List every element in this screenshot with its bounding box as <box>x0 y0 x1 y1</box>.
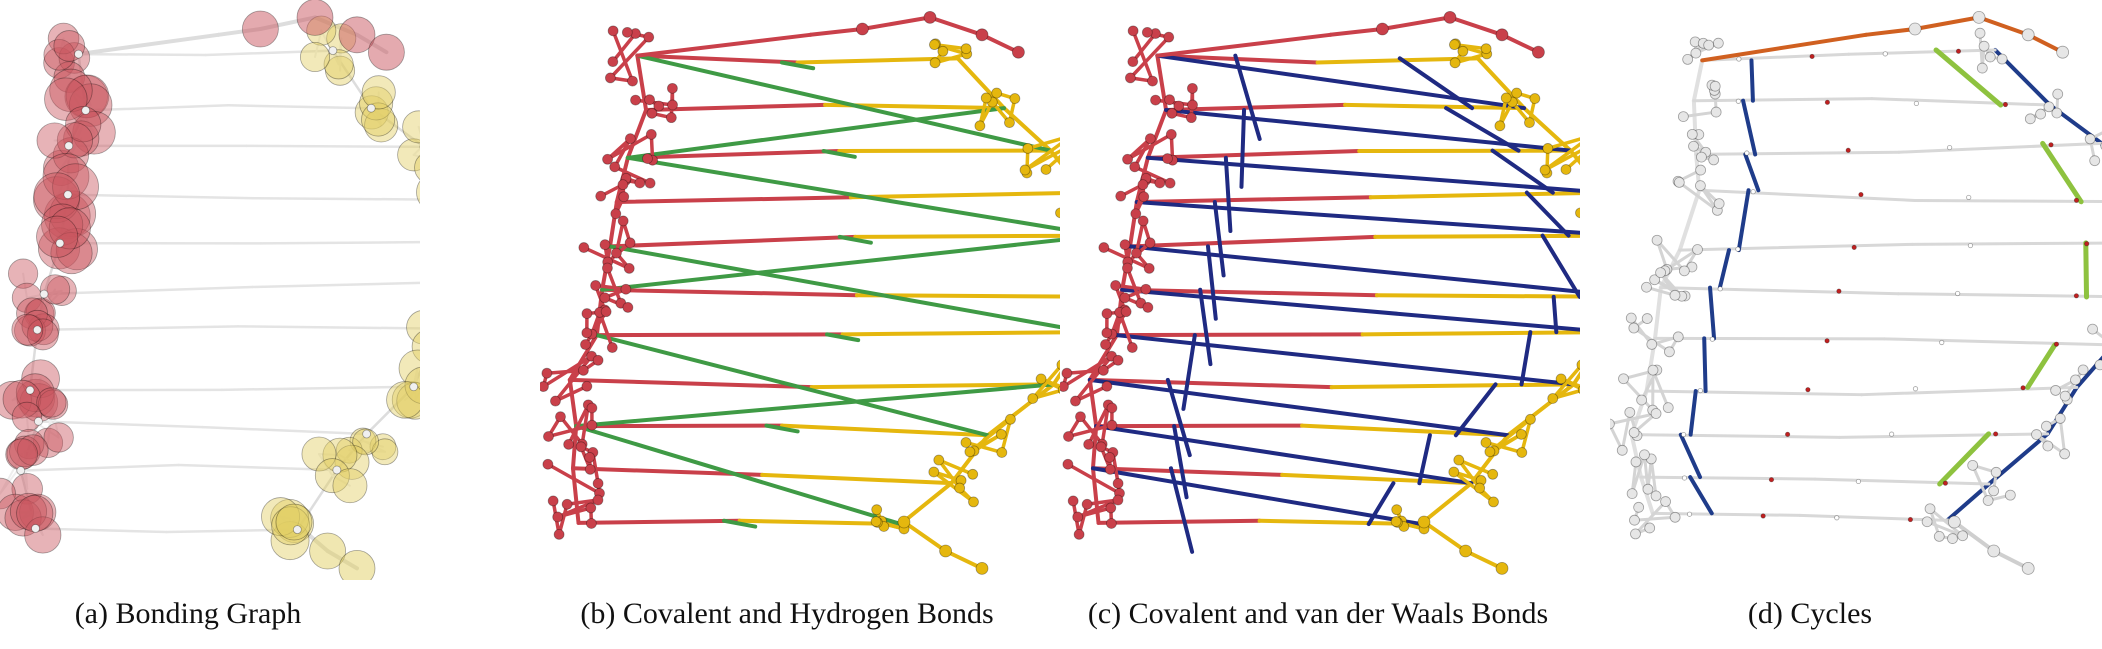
caption-c-label: (c) <box>1087 597 1122 630</box>
caption-d-title: Cycles <box>1790 597 1873 630</box>
caption-a-label: (a) <box>74 597 108 630</box>
covalent-vdw-image <box>1060 10 1580 575</box>
panel-c <box>1060 0 1580 580</box>
caption-a: (a) Bonding Graph <box>75 597 302 631</box>
panel-d <box>1610 0 2102 580</box>
covalent-hydrogen-image <box>540 10 1060 575</box>
caption-c: (c) Covalent and van der Waals Bonds <box>1088 597 1548 631</box>
cycles-image <box>1610 10 2102 575</box>
caption-d-label: (d) <box>1747 597 1783 630</box>
caption-b: (b) Covalent and Hydrogen Bonds <box>580 597 993 631</box>
panel-a <box>0 0 420 580</box>
panel-b <box>540 0 1060 580</box>
caption-b-label: (b) <box>580 597 616 630</box>
caption-b-title: Covalent and Hydrogen Bonds <box>622 597 994 630</box>
caption-d: (d) Cycles <box>1748 597 1872 631</box>
caption-c-title: Covalent and van der Waals Bonds <box>1128 597 1549 630</box>
bonding-graph-image <box>0 0 420 580</box>
caption-a-title: Bonding Graph <box>115 597 302 630</box>
